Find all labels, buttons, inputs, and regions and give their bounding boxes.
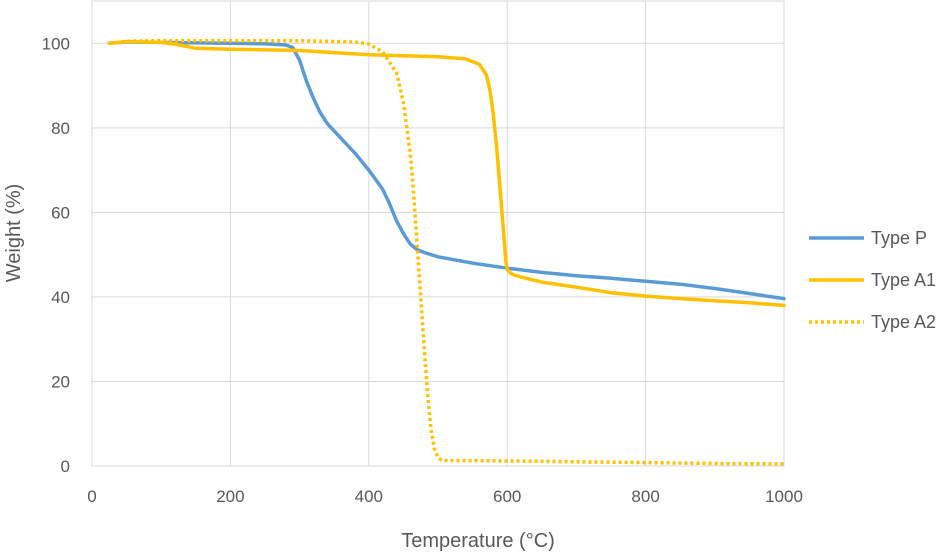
x-tick-label: 1000 <box>765 487 803 506</box>
x-tick-label: 800 <box>631 487 659 506</box>
plot-area-border <box>91 0 785 467</box>
x-tick-label: 200 <box>216 487 244 506</box>
series-line-type-a2 <box>109 38 785 466</box>
y-tick-label: 100 <box>42 34 70 53</box>
legend-label: Type A1 <box>871 270 936 290</box>
y-tick-label: 40 <box>51 288 70 307</box>
y-axis-title: Weight (%) <box>3 184 25 283</box>
legend-label: Type A2 <box>871 312 936 332</box>
y-tick-label: 20 <box>51 372 70 391</box>
y-tick-label: 0 <box>61 457 70 476</box>
legend: Type P Type A1 Type A2 <box>809 228 936 332</box>
y-tick-label: 80 <box>51 119 70 138</box>
x-axis-title: Temperature (°C) <box>401 530 555 552</box>
series-group <box>107 38 786 466</box>
legend-label: Type P <box>871 228 927 248</box>
x-tick-label: 0 <box>87 487 96 506</box>
series-line-type-p <box>107 40 786 301</box>
series-line-type-a1 <box>107 39 786 308</box>
x-axis-ticks: 0 200 400 600 800 1000 <box>87 487 803 506</box>
gridlines <box>91 1 785 467</box>
x-tick-label: 400 <box>355 487 383 506</box>
y-tick-label: 60 <box>51 203 70 222</box>
y-axis-ticks: 0 20 40 60 80 100 <box>42 34 70 476</box>
x-tick-label: 600 <box>493 487 521 506</box>
